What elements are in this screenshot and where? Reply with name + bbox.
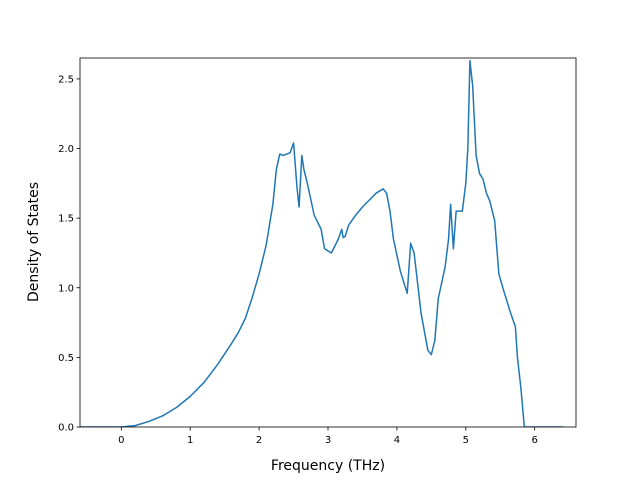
y-tick-label: 2.5	[58, 74, 74, 85]
plot-frame	[79, 57, 577, 428]
x-tick-label: 0	[118, 435, 124, 446]
y-tick-label: 0.0	[58, 423, 74, 434]
y-tick-label: 1.5	[58, 214, 74, 225]
x-tick-label: 3	[325, 435, 331, 446]
x-tick-label: 1	[187, 435, 193, 446]
x-tick-label: 2	[256, 435, 262, 446]
dos-series-line-0	[80, 60, 564, 427]
x-axis-label: Frequency (THz)	[271, 458, 385, 474]
y-axis-label: Density of States	[26, 182, 42, 302]
x-tick-label: 5	[463, 435, 469, 446]
y-tick-label: 0.5	[58, 353, 74, 364]
y-tick-label: 1.0	[58, 283, 74, 294]
x-tick-label: 4	[394, 435, 400, 446]
y-tick-label: 2.0	[58, 144, 74, 155]
x-tick-label: 6	[531, 435, 537, 446]
